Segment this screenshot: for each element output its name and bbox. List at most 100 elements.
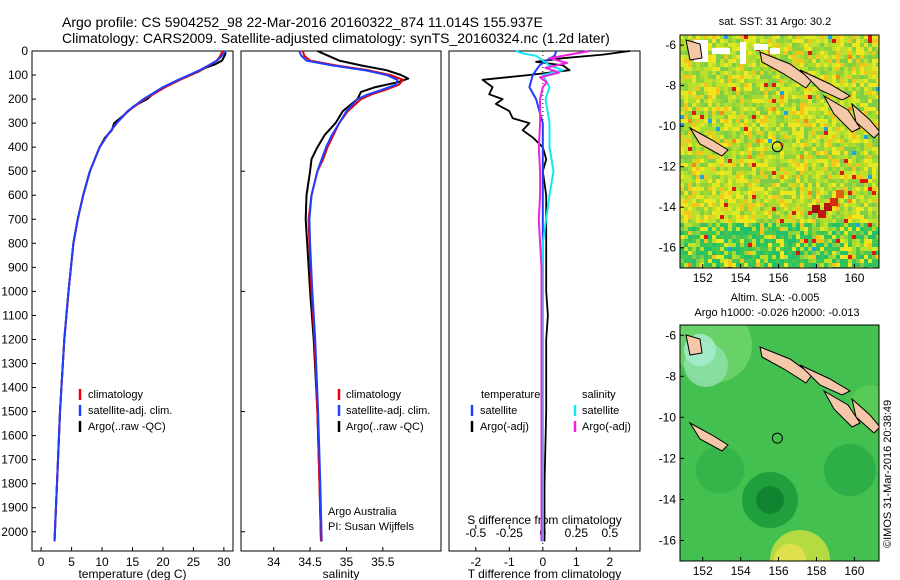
sst-pixel xyxy=(724,259,728,263)
sst-pixel xyxy=(756,167,760,171)
sst-pixel xyxy=(708,67,712,71)
sst-pixel xyxy=(856,151,860,155)
sst-warm-pixel xyxy=(818,210,826,218)
sst-pixel xyxy=(680,187,684,191)
sst-pixel xyxy=(788,215,792,219)
sst-pixel xyxy=(768,131,772,135)
sst-pixel xyxy=(780,135,784,139)
sst-pixel xyxy=(724,223,728,227)
sst-pixel xyxy=(732,91,736,95)
sst-pixel xyxy=(768,123,772,127)
sst-pixel xyxy=(720,215,724,219)
sst-pixel xyxy=(816,75,820,79)
sst-pixel xyxy=(776,43,780,47)
sst-warm-pixel xyxy=(824,203,832,211)
sst-pixel xyxy=(812,131,816,135)
sst-pixel xyxy=(792,179,796,183)
sst-pixel xyxy=(796,119,800,123)
sst-pixel xyxy=(728,139,732,143)
sst-pixel xyxy=(684,131,688,135)
sst-pixel xyxy=(684,223,688,227)
sst-pixel xyxy=(848,159,852,163)
sst-pixel xyxy=(848,211,852,215)
sst-pixel xyxy=(784,167,788,171)
sst-pixel xyxy=(864,75,868,79)
sst-pixel xyxy=(768,147,772,151)
sst-pixel xyxy=(856,159,860,163)
sst-pixel xyxy=(736,83,740,87)
sst-pixel xyxy=(768,115,772,119)
sst-pixel xyxy=(728,251,732,255)
sst-pixel xyxy=(720,119,724,123)
sst-pixel xyxy=(788,79,792,83)
sst-pixel xyxy=(768,251,772,255)
sst-pixel xyxy=(760,87,764,91)
sst-pixel xyxy=(800,111,804,115)
sst-pixel xyxy=(684,67,688,71)
sst-pixel xyxy=(788,155,792,159)
sst-pixel xyxy=(864,111,868,115)
sst-pixel xyxy=(724,211,728,215)
sst-pixel xyxy=(872,99,876,103)
sst-pixel xyxy=(680,119,684,123)
sst-pixel xyxy=(732,203,736,207)
sst-pixel xyxy=(808,243,812,247)
sst-pixel xyxy=(836,239,840,243)
sst-pixel xyxy=(796,107,800,111)
sst-pixel xyxy=(720,207,724,211)
sst-pixel xyxy=(824,71,828,75)
sst-pixel xyxy=(756,255,760,259)
sst-pixel xyxy=(776,195,780,199)
sst-pixel xyxy=(872,259,876,263)
sst-pixel xyxy=(704,163,708,167)
sst-pixel xyxy=(848,235,852,239)
sst-pixel xyxy=(828,111,832,115)
sst-pixel xyxy=(804,127,808,131)
sst-pixel xyxy=(844,231,848,235)
sst-pixel xyxy=(816,263,820,267)
t-diff-xtick-label: 0 xyxy=(539,555,546,569)
sst-pixel xyxy=(724,39,728,43)
sst-pixel xyxy=(732,135,736,139)
sst-pixel xyxy=(772,255,776,259)
sst-pixel xyxy=(736,191,740,195)
sst-pixel xyxy=(792,127,796,131)
sst-pixel xyxy=(716,223,720,227)
sst-pixel xyxy=(816,131,820,135)
sst-pixel xyxy=(724,195,728,199)
sst-pixel xyxy=(872,103,876,107)
sst-mask xyxy=(770,48,780,54)
sst-pixel xyxy=(872,263,876,267)
sst-pixel xyxy=(772,235,776,239)
sst-pixel xyxy=(688,35,692,39)
sst-pixel xyxy=(704,231,708,235)
sst-pixel xyxy=(748,211,752,215)
sst-pixel xyxy=(800,55,804,59)
sst-pixel xyxy=(824,187,828,191)
sst-pixel xyxy=(864,91,868,95)
sst-pixel xyxy=(808,127,812,131)
sst-pixel xyxy=(856,207,860,211)
sst-pixel xyxy=(832,35,836,39)
map-lon-label: 152 xyxy=(693,271,713,285)
sst-pixel xyxy=(732,183,736,187)
sst-pixel xyxy=(852,91,856,95)
climatology-subtitle: Climatology: CARS2009. Satellite-adjuste… xyxy=(62,30,610,46)
sst-pixel xyxy=(680,39,684,43)
sst-pixel xyxy=(852,203,856,207)
sst-pixel xyxy=(716,111,720,115)
sst-pixel xyxy=(736,223,740,227)
sst-pixel xyxy=(808,35,812,39)
sst-pixel xyxy=(792,63,796,67)
sst-pixel xyxy=(692,247,696,251)
sst-pixel xyxy=(860,127,864,131)
sst-pixel xyxy=(832,95,836,99)
sst-pixel xyxy=(840,199,844,203)
sst-pixel xyxy=(812,83,816,87)
sst-pixel xyxy=(832,239,836,243)
sst-pixel xyxy=(792,171,796,175)
sst-pixel xyxy=(828,227,832,231)
sst-pixel xyxy=(696,199,700,203)
sst-pixel xyxy=(860,51,864,55)
sst-pixel xyxy=(824,167,828,171)
